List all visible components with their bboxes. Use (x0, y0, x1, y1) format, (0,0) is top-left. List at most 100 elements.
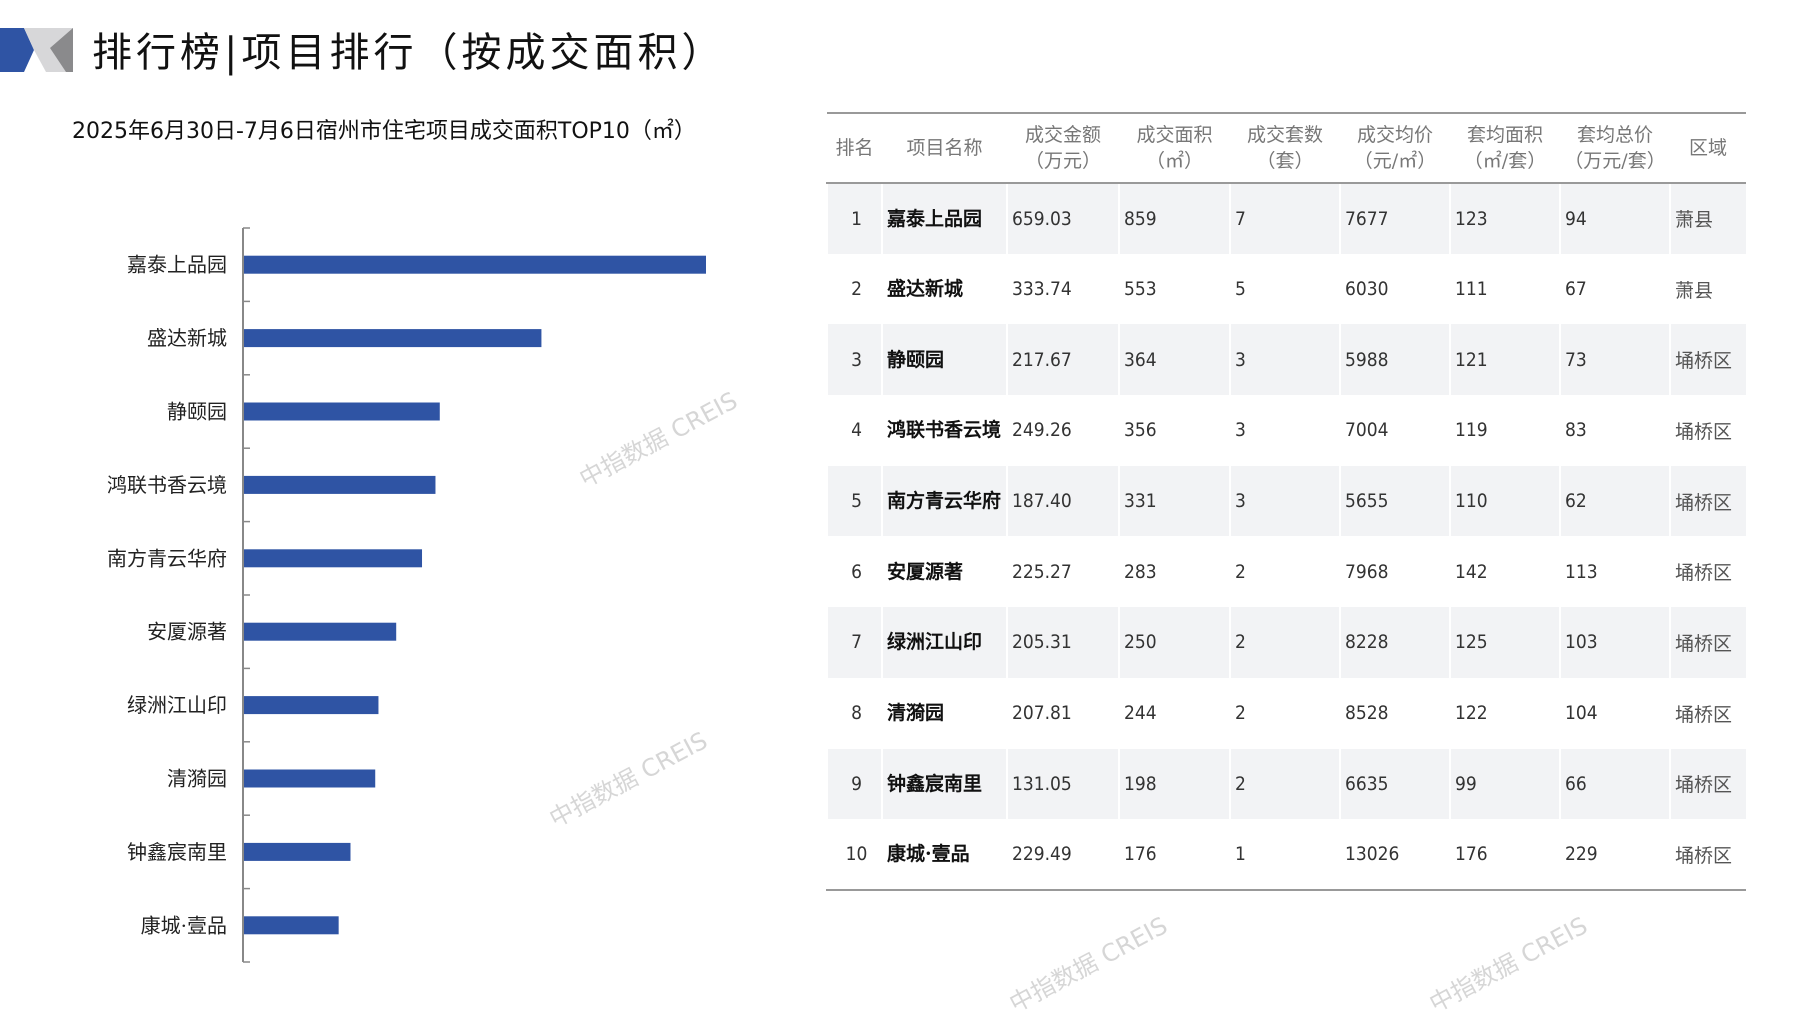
avg-area-cell: 119 (1449, 395, 1560, 466)
table-header-row: 排名 项目名称 成交金额 （万元） 成交面积 （㎡） 成交套数 （套） 成交均价 （元/㎡） 套均面… (827, 112, 1746, 184)
bar (244, 255, 706, 274)
table-row: 3 静颐园 217.67 364 3 5988 121 73 埇桥区 (826, 324, 1746, 396)
column-header-line: 套均总价 (1576, 124, 1653, 146)
district-cell: 萧县 (1669, 253, 1746, 325)
bar (244, 329, 542, 348)
avg-total-cell: 103 (1559, 607, 1670, 678)
area-cell: 331 (1118, 465, 1230, 537)
bar (244, 402, 440, 421)
units-cell: 2 (1229, 677, 1340, 749)
project-name-cell: 鸿联书香云境 (881, 395, 1007, 466)
avg-area-cell: 121 (1449, 324, 1560, 396)
district-cell: 埇桥区 (1669, 748, 1746, 820)
table-row: 4 鸿联书香云境 249.26 356 3 7004 119 83 埇桥区 (826, 395, 1746, 466)
rank-cell: 9 (826, 748, 882, 820)
avg-price-cell: 6030 (1339, 253, 1450, 325)
table-row: 7 绿洲江山印 205.31 250 2 8228 125 103 埇桥区 (826, 607, 1746, 678)
column-header-line: 套均面积 (1466, 124, 1543, 146)
units-cell: 2 (1229, 536, 1340, 608)
avg-price-cell: 7004 (1339, 395, 1450, 466)
amount-cell: 131.05 (1006, 748, 1119, 820)
amount-cell: 207.81 (1006, 677, 1119, 749)
category-label: 盛达新城 (147, 326, 227, 350)
page-title: 排行榜|项目排行（按成交面积） (92, 30, 726, 76)
avg-total-cell: 113 (1559, 536, 1670, 608)
project-name-cell: 清漪园 (881, 677, 1007, 749)
area-cell: 859 (1118, 183, 1230, 254)
rank-cell: 4 (826, 395, 882, 466)
column-header-line: （㎡/套） (1463, 150, 1547, 172)
district-cell: 埇桥区 (1669, 324, 1746, 396)
amount-cell: 205.31 (1006, 607, 1119, 678)
column-header: 成交均价 （元/㎡） (1340, 112, 1450, 184)
avg-total-cell: 229 (1559, 819, 1670, 891)
project-name-cell: 盛达新城 (881, 253, 1007, 325)
bar-chart: 嘉泰上品园盛达新城静颐园鸿联书香云境南方青云华府安厦源著绿洲江山印清漪园钟鑫宸南… (107, 227, 706, 963)
bar (244, 842, 351, 861)
category-label: 清漪园 (167, 767, 227, 791)
column-header-line: （万元） (1024, 150, 1101, 172)
district-cell: 埇桥区 (1669, 465, 1746, 537)
table-row: 6 安厦源著 225.27 283 2 7968 142 113 埇桥区 (826, 536, 1746, 608)
district-cell: 萧县 (1669, 183, 1746, 254)
avg-total-cell: 62 (1559, 465, 1670, 537)
district-cell: 埇桥区 (1669, 819, 1746, 891)
units-cell: 5 (1229, 253, 1340, 325)
rank-cell: 5 (826, 465, 882, 537)
units-cell: 3 (1229, 465, 1340, 537)
rank-cell: 8 (826, 677, 882, 749)
table-row: 1 嘉泰上品园 659.03 859 7 7677 123 94 萧县 (826, 183, 1746, 254)
area-cell: 250 (1118, 607, 1230, 678)
category-label: 安厦源著 (147, 620, 227, 644)
avg-total-cell: 104 (1559, 677, 1670, 749)
district-cell: 埇桥区 (1669, 607, 1746, 678)
avg-total-cell: 73 (1559, 324, 1670, 396)
area-cell: 356 (1118, 395, 1230, 466)
project-name-cell: 绿洲江山印 (881, 607, 1007, 678)
units-cell: 3 (1229, 324, 1340, 396)
amount-cell: 229.49 (1006, 819, 1119, 891)
rank-cell: 7 (826, 607, 882, 678)
project-name-cell: 安厦源著 (881, 536, 1007, 608)
project-name-cell: 南方青云华府 (881, 465, 1007, 537)
amount-cell: 225.27 (1006, 536, 1119, 608)
area-cell: 283 (1118, 536, 1230, 608)
avg-price-cell: 7677 (1339, 183, 1450, 254)
amount-cell: 217.67 (1006, 324, 1119, 396)
avg-area-cell: 110 (1449, 465, 1560, 537)
units-cell: 3 (1229, 395, 1340, 466)
avg-price-cell: 13026 (1339, 819, 1450, 891)
avg-price-cell: 8228 (1339, 607, 1450, 678)
avg-total-cell: 67 (1559, 253, 1670, 325)
column-header-line: 排名 (835, 137, 874, 159)
bar (244, 622, 397, 641)
rank-cell: 2 (826, 253, 882, 325)
column-header-line: 区域 (1688, 137, 1727, 159)
area-cell: 176 (1118, 819, 1230, 891)
column-header: 成交面积 （㎡） (1119, 112, 1230, 184)
column-header: 排名 (827, 112, 882, 184)
avg-area-cell: 99 (1449, 748, 1560, 820)
avg-price-cell: 6635 (1339, 748, 1450, 820)
avg-price-cell: 5988 (1339, 324, 1450, 396)
table-row: 9 钟鑫宸南里 131.05 198 2 6635 99 66 埇桥区 (826, 748, 1746, 820)
column-header: 套均面积 （㎡/套） (1450, 112, 1560, 184)
column-header: 项目名称 (882, 112, 1007, 184)
column-header: 套均总价 （万元/套） (1560, 112, 1670, 184)
bar (244, 916, 339, 935)
area-cell: 244 (1118, 677, 1230, 749)
column-header-line: （万元/套） (1564, 150, 1666, 172)
area-cell: 198 (1118, 748, 1230, 820)
project-name-cell: 康城·壹品 (881, 819, 1007, 891)
bar (244, 549, 423, 568)
column-header-line: （㎡） (1145, 150, 1203, 172)
category-label: 静颐园 (167, 400, 227, 424)
rank-cell: 3 (826, 324, 882, 396)
category-label: 康城·壹品 (141, 913, 227, 937)
category-label: 嘉泰上品园 (127, 253, 227, 277)
column-header: 成交金额 （万元） (1007, 112, 1119, 184)
amount-cell: 249.26 (1006, 395, 1119, 466)
watermark: 中指数据 CREIS (1004, 911, 1173, 1019)
district-cell: 埇桥区 (1669, 395, 1746, 466)
units-cell: 2 (1229, 748, 1340, 820)
